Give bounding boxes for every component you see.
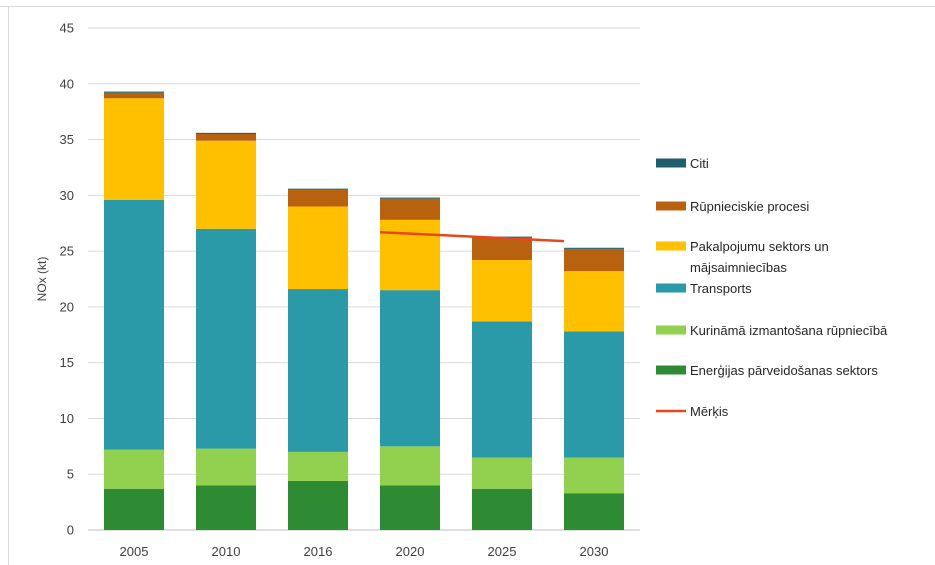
bar-segment [288, 289, 348, 452]
x-tick-label: 2005 [120, 544, 149, 559]
x-tick-label: 2030 [580, 544, 609, 559]
legend-swatch [656, 201, 686, 211]
x-tick-label: 2025 [488, 544, 517, 559]
legend-swatch [656, 365, 686, 375]
bar-segment [380, 446, 440, 486]
frame-left-border [8, 6, 9, 565]
bar-segment [380, 197, 440, 199]
legend-label: mājsaimniecības [690, 260, 787, 275]
legend-swatch [656, 158, 686, 168]
bar-segment [196, 485, 256, 530]
bar-segment [380, 198, 440, 220]
legend-label: Kurināmā izmantošana rūpniecībā [690, 323, 888, 338]
legend-swatch [656, 283, 686, 293]
bar-segment [472, 321, 532, 458]
target-line [379, 230, 565, 243]
y-tick-label: 20 [60, 299, 74, 314]
y-tick-label: 35 [60, 132, 74, 147]
bar-segment [564, 247, 624, 249]
y-tick-label: 25 [60, 244, 74, 259]
bar-segment [196, 133, 256, 141]
bar-segment [288, 480, 348, 530]
legend-label: Enerģijas pārveidošanas sektors [690, 363, 878, 378]
bar-segment [472, 457, 532, 489]
bar-segment [380, 290, 440, 447]
bar-segment [472, 488, 532, 530]
bar-segment [472, 260, 532, 322]
legend-label: Rūpnieciskie procesi [690, 199, 809, 214]
bar-segment [564, 457, 624, 494]
bar-segment [564, 493, 624, 530]
y-axis-title: NOx (kt) [35, 257, 49, 302]
bar-segment [380, 219, 440, 291]
x-tick-label: 2010 [212, 544, 241, 559]
legend-label: Transports [690, 281, 752, 296]
frame-top-border [0, 6, 935, 7]
bar-segment [196, 140, 256, 229]
bar-segment [288, 451, 348, 481]
bar-segment [104, 91, 164, 93]
bar-segment [104, 98, 164, 200]
bar-segment [288, 206, 348, 290]
x-tick-label: 2016 [304, 544, 333, 559]
bar-segment [196, 448, 256, 486]
bar-segment [564, 248, 624, 272]
y-tick-label: 0 [67, 523, 74, 538]
legend-label: Mērķis [690, 404, 729, 419]
bar-segment [104, 199, 164, 450]
bar-segment [288, 188, 348, 190]
legend-swatch [656, 325, 686, 335]
x-tick-label: 2020 [396, 544, 425, 559]
y-tick-label: 45 [60, 21, 74, 36]
legend-label: Pakalpojumu sektors un [690, 239, 829, 254]
bar-segment [472, 237, 532, 261]
bar-segment [380, 485, 440, 530]
y-tick-label: 30 [60, 188, 74, 203]
bar-segment [196, 228, 256, 449]
bar-segment [104, 449, 164, 489]
bar-segment [288, 189, 348, 207]
bar-segment [564, 271, 624, 332]
legend-swatch [656, 241, 686, 251]
bar-segment [104, 488, 164, 530]
y-tick-label: 5 [67, 467, 74, 482]
bar-segment [564, 331, 624, 458]
y-tick-label: 40 [60, 76, 74, 91]
bar-segment [104, 92, 164, 99]
y-tick-label: 10 [60, 411, 74, 426]
y-tick-label: 15 [60, 355, 74, 370]
bar-segment [196, 132, 256, 134]
legend-label: Citi [690, 156, 709, 171]
